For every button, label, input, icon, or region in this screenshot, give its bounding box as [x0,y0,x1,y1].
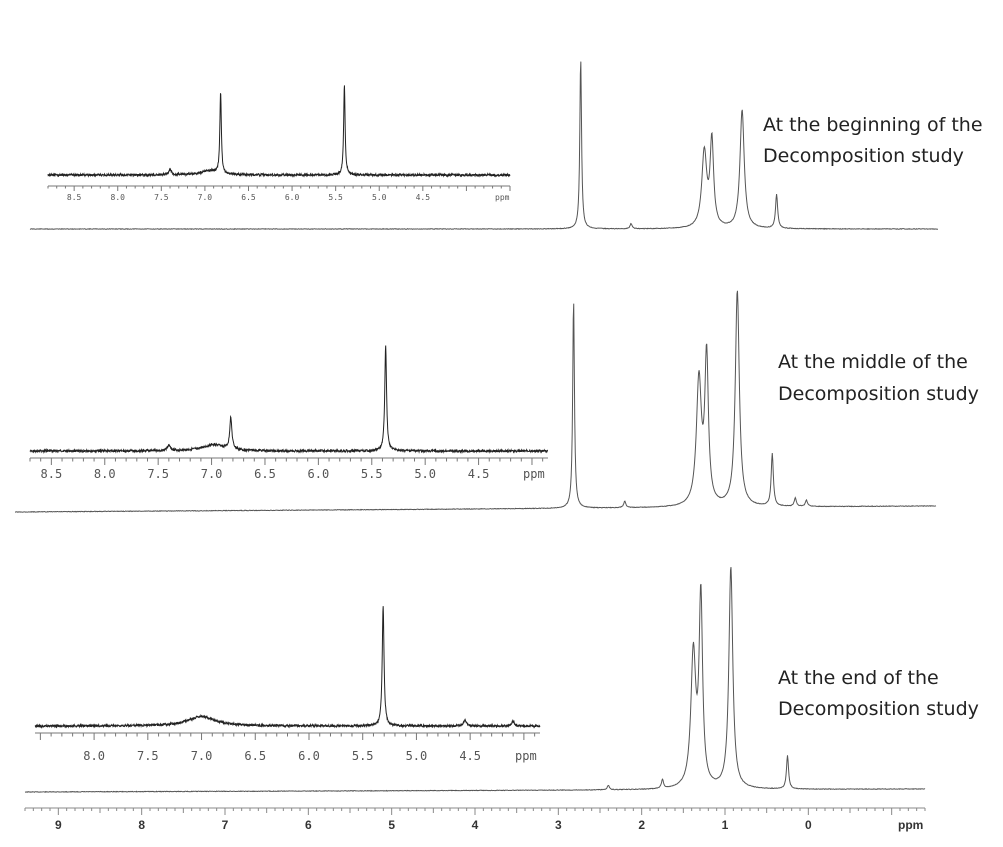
inset-tick-label: 6.0 [285,193,300,202]
main-spectrum-middle [14,290,937,513]
caption-end-line1: At the end of the [778,667,939,689]
main-tick-label: 7 [222,818,229,832]
inset-unit-end: ppm [515,749,537,763]
main-tick-label: 4 [472,818,479,832]
inset-tick-label: 8.0 [83,749,105,763]
inset-ticks-middle: 8.5 8.0 7.5 7.0 6.5 6.0 5.5 5.0 4.5 [29,458,544,481]
main-ppm-axis: 9 8 7 6 5 4 3 2 1 0 ppm [24,807,926,832]
inset-spectrum-middle [29,345,549,454]
inset-tick-label: 8.0 [111,193,126,202]
inset-tick-label: 7.0 [191,749,213,763]
inset-tick-label: 4.5 [468,467,490,481]
main-tick-label: 8 [138,818,145,832]
inset-tick-label: 7.5 [147,467,169,481]
inset-tick-label: 6.5 [241,193,256,202]
inset-tick-label: 8.5 [67,193,82,202]
caption-beginning-line1: At the beginning of the [763,114,983,136]
inset-tick-label: 5.0 [414,467,436,481]
inset-tick-label: 7.0 [201,467,223,481]
panel-end: 8.0 7.5 7.0 6.5 6.0 5.5 5.0 4.5 ppm At the end … [24,567,979,793]
inset-ticks-end: 8.0 7.5 7.0 6.5 6.0 5.5 5.0 4.5 [39,733,536,763]
caption-middle-line1: At the middle of the [778,351,968,373]
inset-tick-label: 6.0 [308,467,330,481]
caption-beginning-line2: Decomposition study [763,145,964,167]
main-axis-unit-label: ppm [898,818,923,832]
caption-middle-line2: Decomposition study [778,383,979,405]
inset-tick-label: 4.5 [459,749,481,763]
inset-end: 8.0 7.5 7.0 6.5 6.0 5.5 5.0 4.5 ppm [34,606,541,763]
inset-tick-label: 6.0 [298,749,320,763]
main-tick-label: 5 [388,818,395,832]
inset-tick-label: 5.5 [352,749,374,763]
main-tick-label: 3 [555,818,562,832]
inset-tick-label: 5.0 [406,749,428,763]
inset-spectrum-end [34,606,541,729]
inset-tick-label: 8.5 [41,467,63,481]
inset-tick-label: 5.0 [372,193,387,202]
inset-tick-label: 6.5 [244,749,266,763]
inset-unit-beginning: ppm [495,193,510,202]
panel-beginning: 8.5 8.0 7.5 7.0 6.5 6.0 5.5 5.0 4.5 ppm At the b… [29,61,983,230]
inset-tick-label: 7.0 [198,193,213,202]
inset-middle: 8.5 8.0 7.5 7.0 6.5 6.0 5.5 5.0 4.5 ppm [29,345,549,481]
inset-tick-label: 7.5 [137,749,159,763]
main-tick-label: 0 [805,818,812,832]
inset-tick-label: 5.5 [361,467,383,481]
panel-middle: 8.5 8.0 7.5 7.0 6.5 6.0 5.5 5.0 4.5 ppm At the m… [14,290,979,513]
inset-unit-middle: ppm [523,467,545,481]
inset-tick-label: 4.5 [416,193,431,202]
main-tick-label: 2 [638,818,645,832]
main-tick-label: 6 [305,818,312,832]
main-tick-label: 9 [55,818,62,832]
inset-ticks-beginning: 8.5 8.0 7.5 7.0 6.5 6.0 5.5 5.0 4.5 [47,186,511,202]
inset-tick-label: 8.0 [94,467,116,481]
inset-tick-label: 7.5 [154,193,169,202]
main-axis-ticks: 9 8 7 6 5 4 3 2 1 0 [24,808,926,832]
inset-tick-label: 5.5 [328,193,343,202]
inset-beginning: 8.5 8.0 7.5 7.0 6.5 6.0 5.5 5.0 4.5 ppm [47,85,511,202]
inset-spectrum-beginning [47,85,511,178]
inset-tick-label: 6.5 [254,467,276,481]
main-tick-label: 1 [722,818,729,832]
caption-end-line2: Decomposition study [778,698,979,720]
main-spectrum-beginning [29,61,939,230]
main-spectrum-end [24,567,926,793]
